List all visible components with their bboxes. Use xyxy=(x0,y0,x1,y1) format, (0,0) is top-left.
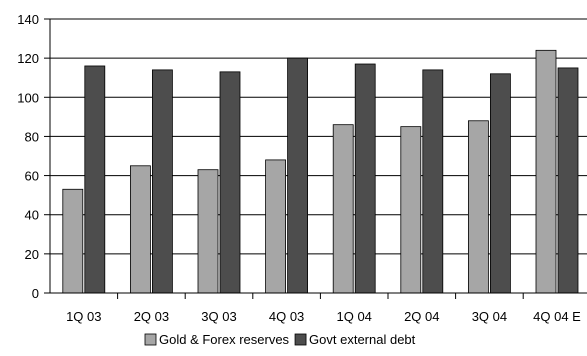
bar-debt xyxy=(219,71,241,294)
y-tick-label: 120 xyxy=(17,51,39,66)
bar-reserves xyxy=(197,169,219,294)
x-category-label: 4Q 04 E xyxy=(533,309,581,324)
bar-reserves xyxy=(332,124,354,294)
bar-debt xyxy=(422,69,444,294)
y-tick-label: 140 xyxy=(17,12,39,27)
bar-reserves xyxy=(129,165,151,294)
bar-reserves xyxy=(265,159,287,294)
y-tick-label: 0 xyxy=(32,286,39,301)
legend-swatch xyxy=(294,333,307,346)
bar-debt xyxy=(489,73,511,294)
bar-debt xyxy=(151,69,173,294)
bar-debt xyxy=(557,67,579,294)
x-category-label: 4Q 03 xyxy=(269,309,304,324)
y-tick-labels: 0 20 40 60 80 100 120 140 xyxy=(17,12,39,301)
axes xyxy=(44,18,587,299)
x-category-label: 3Q 04 xyxy=(472,309,507,324)
x-category-label: 1Q 03 xyxy=(66,309,101,324)
bar-debt xyxy=(354,63,376,294)
bar-debt xyxy=(84,65,106,294)
x-category-label: 3Q 03 xyxy=(201,309,236,324)
y-tick-label: 80 xyxy=(25,129,39,144)
bar-reserves xyxy=(400,126,422,294)
legend: Gold & Forex reserves Govt external debt xyxy=(144,332,416,347)
bar-debt xyxy=(287,57,309,294)
y-tick-label: 20 xyxy=(25,247,39,262)
y-tick-label: 60 xyxy=(25,169,39,184)
x-category-labels: 1Q 03 2Q 03 3Q 03 4Q 03 1Q 04 2Q 04 3Q 04 4Q 04… xyxy=(66,309,581,324)
x-category-label: 2Q 03 xyxy=(134,309,169,324)
bar-reserves xyxy=(535,49,557,294)
legend-label: Gold & Forex reserves xyxy=(159,332,290,347)
x-category-label: 1Q 04 xyxy=(336,309,371,324)
y-tick-label: 40 xyxy=(25,208,39,223)
y-tick-label: 100 xyxy=(17,90,39,105)
legend-label: Govt external debt xyxy=(309,332,416,347)
x-category-label: 2Q 04 xyxy=(404,309,439,324)
bars xyxy=(62,49,579,294)
legend-swatch xyxy=(144,333,157,346)
bar-reserves xyxy=(62,188,84,294)
bar-reserves xyxy=(467,120,489,294)
